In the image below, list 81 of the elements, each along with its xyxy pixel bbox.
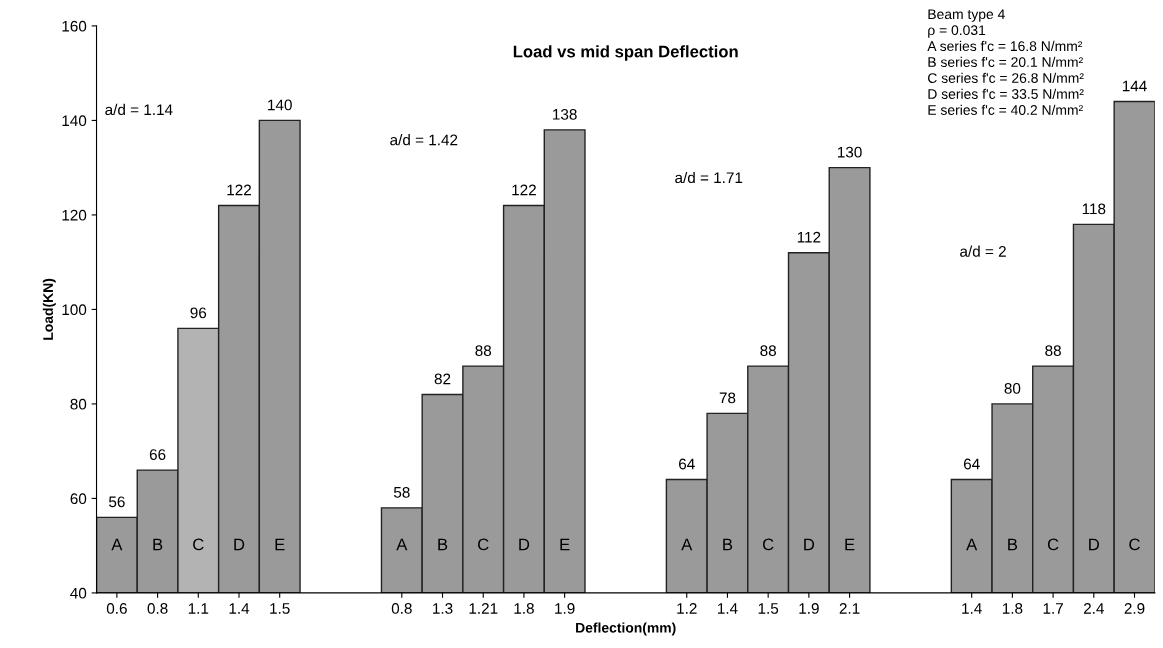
data-label: 112 <box>797 231 821 243</box>
data-label: 88 <box>1045 345 1061 357</box>
x-tick-label: 1.5 <box>270 603 290 614</box>
annotation: B series f'c = 20.1 N/mm² <box>928 56 1083 68</box>
x-tick-label: 1.8 <box>1002 603 1023 614</box>
annotation: E <box>560 538 570 551</box>
x-tick-label: 2.9 <box>1124 603 1145 614</box>
x-tick-label: 1.1 <box>188 603 209 614</box>
annotation: A <box>111 538 123 551</box>
x-tick-label: 1.4 <box>229 603 250 614</box>
annotation: a/d = 1.14 <box>105 103 173 116</box>
y-tick-label: 100 <box>62 304 87 316</box>
annotation: A <box>681 538 693 551</box>
data-label: 138 <box>553 108 577 120</box>
annotation: a/d = 1.71 <box>675 171 743 184</box>
data-label: 58 <box>393 486 410 498</box>
x-tick-label: 1.21 <box>469 603 498 614</box>
y-tick-label: 140 <box>62 115 87 127</box>
data-label: 80 <box>1004 382 1021 394</box>
y-tick-label: 40 <box>70 587 87 599</box>
y-axis-title: Load(KN) <box>42 278 56 340</box>
y-tick-label: 80 <box>70 398 87 410</box>
annotation: E <box>845 538 855 551</box>
x-axis-title: Deflection(mm) <box>576 622 676 636</box>
x-tick-label: 2.1 <box>839 603 860 614</box>
annotation: C <box>478 538 489 551</box>
x-tick-label: 1.9 <box>799 603 819 614</box>
x-tick-label: 1.3 <box>433 603 453 614</box>
data-label: 88 <box>760 345 776 357</box>
x-tick-label: 0.8 <box>147 603 168 614</box>
annotation: B <box>1008 538 1018 551</box>
data-label: 118 <box>1082 203 1106 215</box>
annotation: B <box>723 538 733 551</box>
y-tick-label: 60 <box>70 493 87 505</box>
annotation: C series f'c = 26.8 N/mm² <box>928 72 1084 83</box>
data-label: 82 <box>434 373 451 385</box>
annotation: A <box>966 538 978 551</box>
x-tick-label: 0.8 <box>391 603 412 614</box>
annotation: D <box>234 538 245 551</box>
annotation: E <box>275 538 285 551</box>
data-label: 78 <box>719 392 736 404</box>
x-tick-label: 1.5 <box>758 603 779 614</box>
annotation: D <box>519 538 530 551</box>
annotation: D series f'c = 33.5 N/mm² <box>928 88 1084 99</box>
annotation: C <box>762 538 774 551</box>
data-label: 96 <box>190 307 207 319</box>
annotation: C <box>1129 538 1140 551</box>
annotation: a/d = 2 <box>960 245 1006 257</box>
x-tick-label: 0.6 <box>106 603 127 614</box>
annotation: D <box>1089 538 1100 551</box>
annotation: B <box>153 538 163 551</box>
data-label: 64 <box>963 458 980 470</box>
text: Beam type 4 <box>928 9 1005 22</box>
data-label: 56 <box>109 496 125 508</box>
y-tick-label: 160 <box>62 20 87 32</box>
data-label: 122 <box>227 184 251 196</box>
annotation: a/d = 1.42 <box>390 134 458 146</box>
y-tick-label: 120 <box>62 209 87 221</box>
annotation: B <box>438 538 448 551</box>
x-tick-label: 1.4 <box>962 603 982 614</box>
data-label: 64 <box>679 458 695 470</box>
x-tick-label: 1.9 <box>555 603 575 614</box>
x-tick-label: 2.4 <box>1083 603 1104 614</box>
data-label: 144 <box>1122 80 1147 92</box>
data-label: 66 <box>149 449 166 460</box>
annotation: E series f'c = 40.2 N/mm² <box>928 104 1083 115</box>
annotation: D <box>804 538 815 551</box>
data-label: 140 <box>268 99 292 111</box>
x-tick-label: 1.2 <box>677 603 697 614</box>
data-label: 122 <box>512 184 536 196</box>
text: Load vs mid span Deflection <box>513 45 738 61</box>
data-label: 88 <box>475 345 492 357</box>
x-tick-label: 1.8 <box>514 603 534 614</box>
annotation: C <box>193 538 204 551</box>
data-label: 130 <box>837 146 862 158</box>
annotation: ρ = 0.031 <box>928 25 986 38</box>
x-tick-label: 1.4 <box>718 603 738 614</box>
annotation: A <box>396 538 408 551</box>
annotation: A series f'c = 16.8 N/mm² <box>927 40 1083 52</box>
x-tick-label: 1.7 <box>1043 603 1063 614</box>
annotation: C <box>1047 538 1059 551</box>
